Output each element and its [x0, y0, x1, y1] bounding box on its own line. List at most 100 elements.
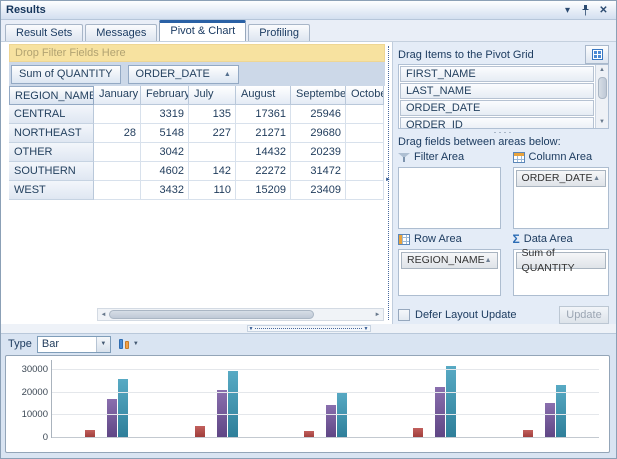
- y-axis-line: [51, 360, 52, 438]
- scroll-down-icon[interactable]: ▼: [599, 118, 605, 125]
- row-header[interactable]: CENTRAL: [9, 105, 94, 124]
- collapse-down-icon: ▼: [248, 325, 254, 332]
- vertical-splitter[interactable]: ►: [385, 42, 392, 324]
- chart-type-combobox[interactable]: Bar ▼: [36, 335, 111, 353]
- row-header[interactable]: NORTHEAST: [9, 124, 94, 143]
- collapse-right-icon[interactable]: ►: [385, 177, 391, 184]
- chart-bar: [85, 430, 96, 438]
- chart-plot: [51, 360, 599, 438]
- vscroll-thumb[interactable]: [597, 77, 607, 100]
- data-cell: [189, 143, 236, 162]
- data-cell: 4602: [141, 162, 189, 181]
- pivot-grid: Drop Filter Fields Here Sum of QUANTITY …: [1, 42, 385, 324]
- bar-chart: 0 10000 20000 30000: [5, 355, 610, 453]
- filter-area-label: Filter Area: [414, 151, 465, 163]
- field-item-last_name[interactable]: LAST_NAME: [400, 83, 594, 100]
- update-button[interactable]: Update: [559, 306, 609, 324]
- bar-group-other: [292, 363, 358, 438]
- row-header[interactable]: OTHER: [9, 143, 94, 162]
- tab-result-sets[interactable]: Result Sets: [5, 24, 84, 41]
- table-row: NORTHEAST 28 5148 227 21271 29680: [9, 124, 385, 143]
- field-item-order_id[interactable]: ORDER_ID: [400, 117, 594, 128]
- chart-series-options-button[interactable]: ▼: [116, 338, 142, 350]
- data-cell: 22272: [236, 162, 291, 181]
- chart-bar: [194, 426, 205, 438]
- titlebar: Results ▾ ✕: [1, 1, 616, 20]
- data-cell: [94, 143, 141, 162]
- data-cell: 227: [189, 124, 236, 143]
- data-cell: [94, 181, 141, 200]
- panel-title: Results: [6, 4, 46, 16]
- data-cell: [94, 162, 141, 181]
- data-cell: 15209: [236, 181, 291, 200]
- data-cell: 135: [189, 105, 236, 124]
- area-field-chip[interactable]: Sum of QUANTITY: [515, 247, 606, 274]
- scroll-up-icon[interactable]: ▲: [599, 67, 605, 74]
- horizontal-splitter[interactable]: ▼ ▼: [1, 324, 616, 333]
- tab-profiling[interactable]: Profiling: [248, 24, 310, 41]
- drag-areas-hint: Drag fields between areas below:: [398, 136, 561, 149]
- column-header-january: January: [94, 86, 141, 105]
- pin-icon[interactable]: [578, 3, 593, 17]
- combo-arrow-icon[interactable]: ▼: [95, 336, 110, 352]
- chart-bar: [435, 387, 446, 438]
- chevron-down-icon[interactable]: ▾: [564, 4, 571, 16]
- row-area-icon: [398, 233, 410, 245]
- column-area-label: Column Area: [528, 151, 593, 163]
- chart-type-label: Type: [8, 338, 32, 350]
- table-row: CENTRAL 3319 135 17361 25946: [9, 105, 385, 124]
- collapse-down-icon: ▼: [363, 325, 369, 332]
- fields-vertical-scrollbar[interactable]: ▲ ▼: [595, 65, 608, 128]
- combo-arrow-icon: ▼: [132, 341, 139, 347]
- column-header-october: October: [346, 86, 384, 105]
- splitter-collapse-handle[interactable]: ▼ ▼: [246, 325, 371, 332]
- gridline: [52, 414, 599, 415]
- area-field-label: REGION_NAME: [407, 254, 485, 266]
- field-item-first_name[interactable]: FIRST_NAME: [400, 66, 594, 83]
- scroll-right-icon[interactable]: ►: [374, 311, 381, 318]
- bar-group-southern: [402, 363, 468, 438]
- chart-bar: [303, 431, 314, 438]
- row-header[interactable]: WEST: [9, 181, 94, 200]
- filter-icon: [398, 152, 410, 163]
- close-icon[interactable]: ✕: [599, 4, 608, 16]
- data-cell: 110: [189, 181, 236, 200]
- data-cell: 29680: [291, 124, 346, 143]
- row-field-chip[interactable]: REGION_NAME▲: [9, 86, 94, 105]
- pivot-rows: CENTRAL 3319 135 17361 25946 NORTHEAST 28 5148 2…: [9, 105, 385, 200]
- data-cell: [346, 105, 384, 124]
- bar-group-central: [74, 363, 140, 438]
- chart-type-value: Bar: [41, 337, 59, 350]
- horizontal-scrollbar[interactable]: ◄ ►: [97, 308, 384, 321]
- area-field-chip[interactable]: ORDER_DATE ▲: [515, 170, 606, 187]
- data-cell: 3319: [141, 105, 189, 124]
- row-header[interactable]: SOUTHERN: [9, 162, 94, 181]
- field-item-order_date[interactable]: ORDER_DATE: [400, 100, 594, 117]
- list-resize-grip[interactable]: ····: [493, 126, 514, 137]
- data-area-box[interactable]: Sum of QUANTITY: [512, 247, 609, 296]
- defer-layout-label: Defer Layout Update: [415, 309, 517, 321]
- pivot-field-chooser: Drag Items to the Pivot Grid FIRST_NAME L…: [392, 42, 616, 324]
- y-tick-label: 20000: [21, 387, 48, 398]
- filter-area-box[interactable]: [398, 167, 501, 229]
- row-area-box[interactable]: REGION_NAME ▲: [398, 249, 501, 296]
- data-cell: 14432: [236, 143, 291, 162]
- defer-layout-checkbox[interactable]: [398, 309, 410, 321]
- chart-bar: [227, 371, 238, 438]
- column-area-box[interactable]: ORDER_DATE ▲: [512, 167, 609, 229]
- column-field-chip[interactable]: ORDER_DATE ▲: [127, 64, 239, 84]
- tab-pivot-chart[interactable]: Pivot & Chart: [159, 20, 247, 41]
- data-cell: [346, 162, 384, 181]
- data-cell: [346, 143, 384, 162]
- area-field-label: ORDER_DATE: [521, 172, 593, 184]
- scroll-left-icon[interactable]: ◄: [100, 311, 107, 318]
- tab-messages[interactable]: Messages: [85, 24, 158, 41]
- data-field-chip[interactable]: Sum of QUANTITY: [11, 64, 121, 84]
- y-tick-label: 10000: [21, 409, 48, 420]
- area-field-chip[interactable]: REGION_NAME ▲: [401, 252, 498, 269]
- filter-fields-drop-zone[interactable]: Drop Filter Fields Here: [9, 44, 385, 62]
- bar-group-west: [511, 363, 577, 438]
- hscroll-thumb[interactable]: [109, 310, 315, 319]
- pivot-grid-layout-button[interactable]: [585, 45, 609, 65]
- gridline: [52, 437, 599, 438]
